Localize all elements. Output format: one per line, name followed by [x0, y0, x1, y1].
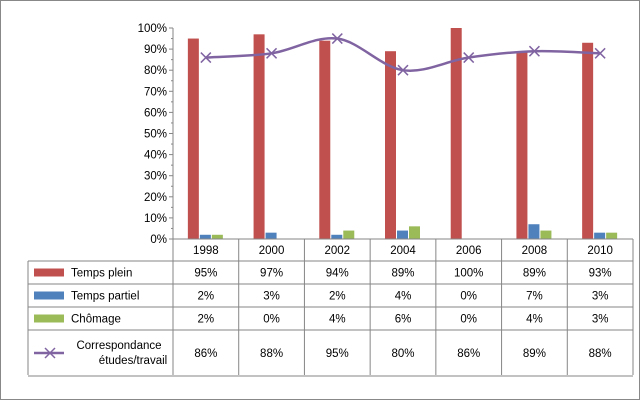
bar [594, 232, 606, 239]
data-label: 7% [526, 291, 543, 303]
data-label: 4% [395, 291, 412, 303]
y-tick-label: 20% [144, 192, 167, 204]
y-tick-label: 30% [144, 171, 167, 183]
line-point-marker [463, 52, 475, 64]
y-tick-label: 100% [138, 23, 167, 35]
data-label: 4% [329, 314, 346, 326]
data-label: 95% [326, 348, 349, 360]
line-point-marker [397, 64, 409, 76]
data-label: 2% [198, 314, 215, 326]
data-label: 86% [457, 348, 480, 360]
line-point-marker [266, 47, 278, 59]
data-label: 89% [391, 268, 414, 280]
data-label: 100% [454, 268, 483, 280]
data-label: 0% [460, 314, 477, 326]
legend-label: Correspondance études/travail [76, 340, 167, 367]
data-label: 93% [589, 268, 612, 280]
legend-label: Chômage [71, 314, 121, 326]
y-tick-label: 60% [144, 107, 167, 119]
y-tick-label: 50% [144, 129, 167, 141]
legend-key-temps-partiel [34, 291, 64, 300]
bar [397, 230, 408, 239]
bar [385, 51, 396, 240]
data-label: 88% [589, 348, 612, 360]
y-tick-label: 70% [144, 86, 167, 98]
bar [516, 51, 528, 240]
data-label: 0% [263, 314, 280, 326]
data-label: 4% [526, 314, 543, 326]
legend-key-temps-plein [34, 268, 64, 277]
data-label: 6% [395, 314, 412, 326]
bar [528, 224, 540, 239]
bar [211, 234, 223, 239]
legend-key-marker [44, 347, 56, 359]
y-tick-label: 10% [144, 213, 167, 225]
bar [343, 230, 355, 239]
bar [319, 40, 331, 239]
series-line [205, 36, 601, 72]
bar [199, 234, 211, 239]
bar [540, 230, 552, 239]
data-label: 86% [194, 348, 217, 360]
legend-key-ch-mage [34, 314, 64, 323]
legend-label: Temps plein [71, 268, 132, 280]
data-label: 3% [263, 291, 280, 303]
bar [187, 38, 199, 239]
line-point-marker [594, 47, 606, 59]
data-label: 3% [592, 291, 609, 303]
y-tick-label: 90% [144, 44, 167, 56]
bar [606, 232, 618, 239]
category-label: 1998 [193, 245, 219, 257]
data-label: 89% [523, 268, 546, 280]
data-label: 89% [523, 348, 546, 360]
data-label: 97% [260, 268, 283, 280]
y-tick-label: 40% [144, 150, 167, 162]
y-tick-label: 80% [144, 65, 167, 77]
data-label: 88% [260, 348, 283, 360]
data-label: 94% [326, 268, 349, 280]
data-label: 80% [391, 348, 414, 360]
line-point-marker [200, 52, 212, 64]
data-label: 95% [194, 268, 217, 280]
bar [331, 234, 343, 239]
data-label: 3% [592, 314, 609, 326]
line-point-marker [331, 33, 343, 45]
category-label: 2010 [587, 245, 613, 257]
category-label: 2002 [324, 245, 350, 257]
category-label: 2006 [456, 245, 482, 257]
y-tick-label: 0% [150, 234, 167, 246]
data-label: 2% [198, 291, 215, 303]
data-label: 0% [460, 291, 477, 303]
legend-label: Temps partiel [71, 291, 139, 303]
data-label: 2% [329, 291, 346, 303]
bar [450, 28, 462, 239]
line-point-marker [528, 45, 540, 57]
category-label: 2000 [259, 245, 285, 257]
category-label: 2004 [390, 245, 416, 257]
bar [253, 34, 265, 239]
bar [265, 232, 277, 239]
bar [582, 42, 594, 239]
bar [409, 226, 420, 239]
category-label: 2008 [522, 245, 548, 257]
